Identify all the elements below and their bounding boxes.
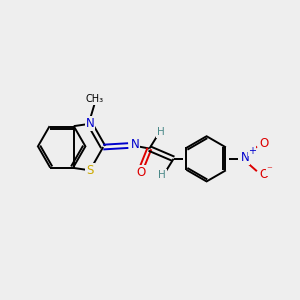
Text: N: N (241, 151, 249, 164)
Text: H: H (157, 127, 164, 137)
Text: O: O (259, 168, 268, 181)
Text: S: S (86, 164, 94, 177)
Text: N: N (130, 139, 139, 152)
Text: ⁻: ⁻ (266, 166, 272, 176)
Text: CH₃: CH₃ (86, 94, 104, 104)
Text: N: N (85, 117, 94, 130)
Text: H: H (158, 170, 166, 180)
Text: O: O (259, 137, 268, 150)
Text: +: + (248, 146, 256, 156)
Text: O: O (137, 166, 146, 178)
